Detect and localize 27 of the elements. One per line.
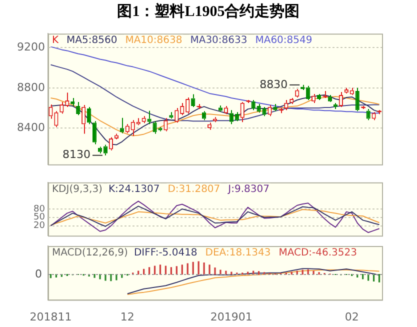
ref-line-label: 0 — [35, 267, 42, 280]
y-tick-label: 80 — [34, 204, 46, 214]
series-label: MACD:-46.3523 — [278, 248, 358, 259]
series-label: D:31.2807 — [168, 184, 220, 195]
series-label: J:9.8307 — [227, 184, 270, 195]
series-label: K:24.1307 — [108, 184, 160, 195]
y-tick-label: 8800 — [17, 80, 45, 94]
series-label: DIFF:-5.0418 — [134, 248, 198, 259]
x-tick-label: 12 — [120, 310, 134, 324]
annotation: 8830 — [260, 78, 288, 91]
annotation: 8130 — [62, 148, 90, 162]
y-tick-label: 9200 — [17, 40, 45, 54]
x-tick-label: 201811 — [30, 310, 72, 324]
text: MA60:8549 — [255, 35, 312, 46]
y-tick-label: 20 — [34, 221, 46, 232]
series-label: DEA:18.1343 — [205, 248, 271, 259]
y-tick-label: 50 — [34, 212, 46, 223]
x-tick-label: 02 — [344, 310, 359, 324]
text: MA10:8638 — [125, 35, 182, 46]
chart-title: MACD(12,26,9) — [52, 248, 128, 259]
text: MA30:8633 — [190, 35, 248, 46]
y-tick-label: 8400 — [17, 121, 45, 134]
text: K — [52, 35, 59, 46]
x-tick-label: 201901 — [210, 310, 252, 324]
chart-title: 图1：塑料L1905合约走势图 — [116, 2, 301, 22]
chart-title: KDJ(9,3,3) — [52, 184, 103, 195]
text: MA5:8560 — [66, 35, 118, 46]
